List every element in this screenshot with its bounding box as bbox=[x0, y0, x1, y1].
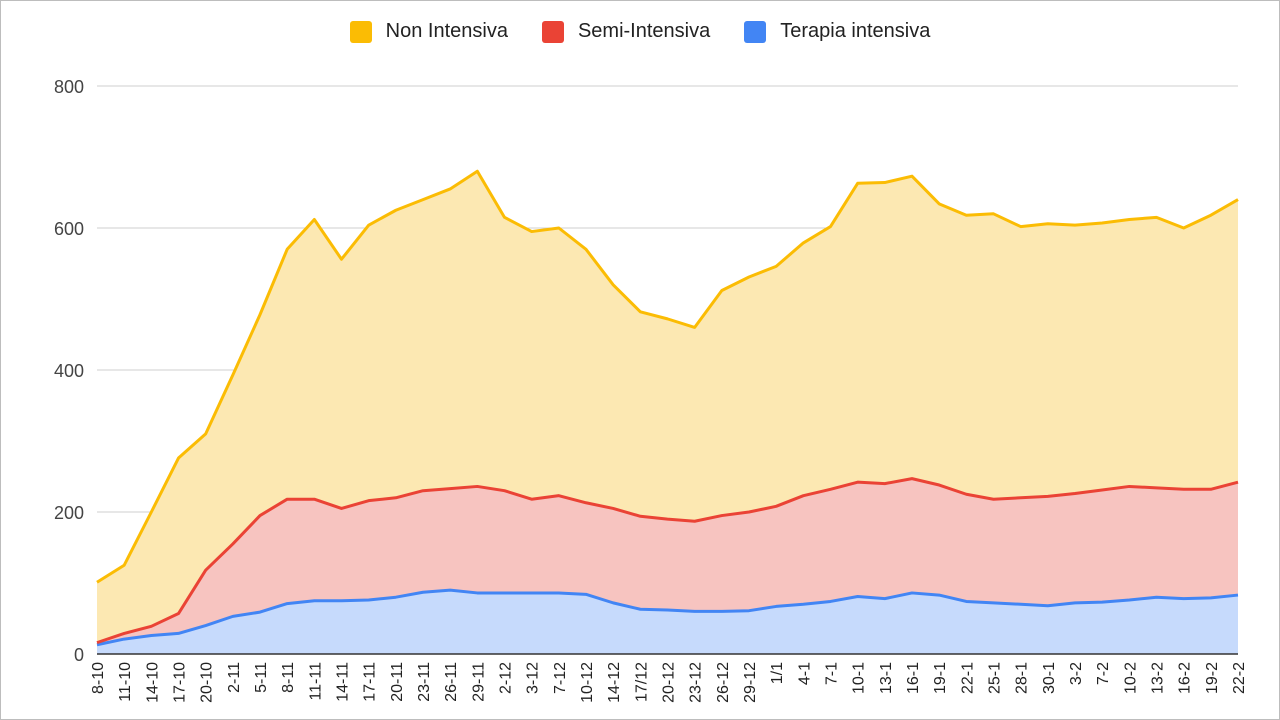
x-tick-label: 1/1 bbox=[769, 662, 786, 684]
x-tick-label: 23-12 bbox=[688, 662, 705, 703]
x-tick-label: 26-11 bbox=[443, 662, 460, 702]
legend-item-semi-intensiva[interactable]: Semi-Intensiva bbox=[541, 20, 711, 43]
x-tick-label: 20-12 bbox=[661, 662, 678, 703]
x-tick-label: 22-2 bbox=[1231, 662, 1248, 694]
y-tick-label: 0 bbox=[74, 645, 84, 665]
x-tick-label: 13-1 bbox=[878, 662, 895, 694]
x-tick-label: 28-1 bbox=[1014, 662, 1031, 694]
y-tick-label: 800 bbox=[54, 77, 84, 97]
x-tick-label: 25-1 bbox=[987, 662, 1004, 694]
x-tick-label: 10-12 bbox=[579, 662, 596, 703]
y-tick-label: 600 bbox=[54, 219, 84, 239]
x-tick-label: 29-12 bbox=[742, 662, 759, 703]
x-tick-label: 11-10 bbox=[117, 662, 134, 702]
line-non-intensiva bbox=[96, 169, 1239, 584]
x-tick-label: 3-2 bbox=[1068, 662, 1085, 685]
x-tick-label: 7-1 bbox=[824, 662, 841, 685]
x-tick-label: 16-1 bbox=[905, 662, 922, 694]
x-tick-label: 5-11 bbox=[253, 662, 270, 693]
area-terapia-intensiva bbox=[97, 590, 1238, 654]
line-semi-intensiva bbox=[96, 477, 1239, 645]
legend-item-terapia-intensiva[interactable]: Terapia intensiva bbox=[744, 20, 930, 43]
x-tick-label: 20-10 bbox=[199, 662, 216, 703]
x-tick-label: 10-2 bbox=[1122, 662, 1139, 694]
x-tick-label: 30-1 bbox=[1041, 662, 1058, 694]
x-tick-label: 8-10 bbox=[90, 662, 107, 694]
x-tick-label: 16-2 bbox=[1177, 662, 1194, 694]
legend-item-non-intensiva[interactable]: Non Intensiva bbox=[349, 20, 508, 43]
chart-legend: Non Intensiva Semi-Intensiva Terapia int… bbox=[0, 20, 1280, 43]
x-tick-label: 19-1 bbox=[932, 662, 949, 694]
x-tick-label: 14-10 bbox=[144, 662, 161, 703]
area-semi-intensiva bbox=[97, 478, 1238, 645]
x-tick-label: 22-1 bbox=[959, 662, 976, 694]
x-tick-label: 2-11 bbox=[226, 662, 243, 693]
x-tick-label: 13-2 bbox=[1150, 662, 1167, 694]
y-tick-label: 200 bbox=[54, 503, 84, 523]
y-tick-label: 400 bbox=[54, 361, 84, 381]
x-tick-label: 2-12 bbox=[498, 662, 515, 694]
legend-swatch-icon bbox=[744, 20, 767, 43]
x-tick-label: 11-11 bbox=[307, 662, 324, 701]
x-tick-label: 29-11 bbox=[470, 662, 487, 702]
x-tick-label: 17-10 bbox=[172, 662, 189, 703]
x-tick-label: 23-11 bbox=[416, 662, 433, 702]
area-non-intensiva bbox=[97, 171, 1238, 643]
x-tick-label: 3-12 bbox=[525, 662, 542, 694]
legend-swatch-icon bbox=[541, 20, 564, 43]
x-tick-label: 17/12 bbox=[633, 662, 650, 702]
x-tick-label: 26-12 bbox=[715, 662, 732, 703]
x-tick-label: 8-11 bbox=[280, 662, 297, 693]
legend-swatch-icon bbox=[349, 20, 372, 43]
x-tick-label: 4-1 bbox=[796, 662, 813, 685]
x-tick-label: 7-12 bbox=[552, 662, 569, 694]
x-tick-label: 7-2 bbox=[1095, 662, 1112, 685]
x-tick-label: 19-2 bbox=[1204, 662, 1221, 694]
legend-label: Semi-Intensiva bbox=[577, 20, 711, 42]
x-tick-label: 14-12 bbox=[606, 662, 623, 703]
x-tick-label: 20-11 bbox=[389, 662, 406, 702]
legend-label: Non Intensiva bbox=[385, 20, 508, 42]
legend-label: Terapia intensiva bbox=[780, 20, 931, 42]
x-tick-label: 17-11 bbox=[362, 662, 379, 702]
x-tick-label: 10-1 bbox=[851, 662, 868, 694]
x-tick-label: 14-11 bbox=[335, 662, 352, 702]
line-terapia-intensiva bbox=[96, 588, 1239, 647]
